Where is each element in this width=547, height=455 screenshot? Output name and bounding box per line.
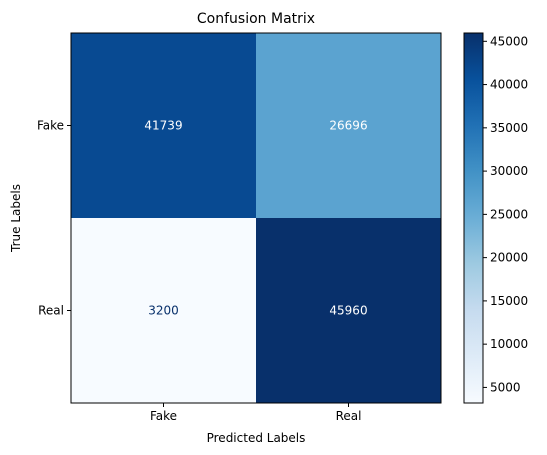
cell-value-label-0-1: 26696 bbox=[329, 119, 367, 133]
colorbar-tick-label: 10000 bbox=[490, 337, 528, 351]
colorbar bbox=[463, 32, 484, 404]
cell-value-label-1-1: 45960 bbox=[329, 304, 367, 318]
plot-frame bbox=[70, 32, 442, 404]
y-axis-ticks: Fake Real bbox=[37, 119, 71, 318]
x-tick-label: Real bbox=[336, 409, 362, 423]
heatmap-cell-1-1 bbox=[256, 218, 441, 403]
x-tick-label: Fake bbox=[150, 409, 177, 423]
x-axis-ticks: Fake Real bbox=[150, 403, 361, 423]
y-tick-label: Real bbox=[38, 304, 64, 318]
heatmap-cell-0-0 bbox=[71, 33, 256, 218]
colorbar-tick-label: 35000 bbox=[490, 121, 528, 135]
colorbar-tick-label: 25000 bbox=[490, 207, 528, 221]
heatmap-cell-labels: 41739 26696 3200 45960 bbox=[144, 119, 367, 318]
colorbar-tick-label: 30000 bbox=[490, 164, 528, 178]
colorbar-tick-label: 45000 bbox=[490, 34, 528, 48]
colorbar-tick-label: 40000 bbox=[490, 78, 528, 92]
colorbar-tick-label: 20000 bbox=[490, 251, 528, 265]
y-axis-label: True Labels bbox=[9, 184, 23, 253]
chart-title: Confusion Matrix bbox=[197, 11, 315, 27]
y-tick-label: Fake bbox=[37, 119, 64, 133]
heatmap-cell-0-1 bbox=[256, 33, 441, 218]
colorbar-ticks: 5000 10000 15000 20000 25000 30000 35000 40000 4… bbox=[483, 34, 528, 394]
x-axis-label: Predicted Labels bbox=[207, 431, 306, 445]
colorbar-tick-label: 15000 bbox=[490, 294, 528, 308]
heatmap-cells bbox=[71, 33, 441, 403]
cell-value-label-1-0: 3200 bbox=[148, 304, 179, 318]
cell-value-label-0-0: 41739 bbox=[144, 119, 182, 133]
heatmap-cell-1-0 bbox=[71, 218, 256, 403]
colorbar-tick-label: 5000 bbox=[490, 380, 521, 394]
